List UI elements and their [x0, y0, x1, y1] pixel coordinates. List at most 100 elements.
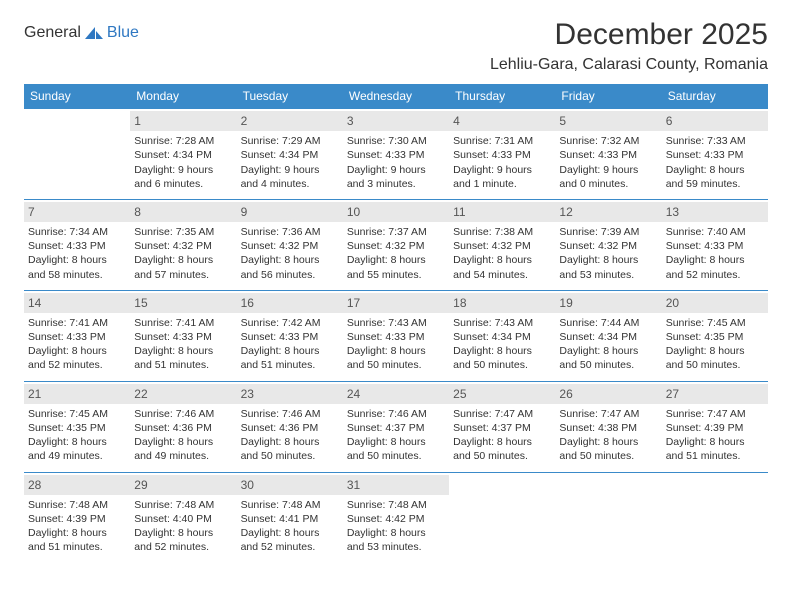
- day-number: 7: [24, 202, 130, 222]
- daylight-text: Daylight: 9 hours and 1 minute.: [453, 163, 551, 191]
- day-number: 26: [555, 384, 661, 404]
- calendar-cell: 26Sunrise: 7:47 AMSunset: 4:38 PMDayligh…: [555, 381, 661, 472]
- sunrise-text: Sunrise: 7:30 AM: [347, 134, 445, 148]
- daylight-text: Daylight: 8 hours and 54 minutes.: [453, 253, 551, 281]
- day-number: 16: [237, 293, 343, 313]
- sunrise-text: Sunrise: 7:31 AM: [453, 134, 551, 148]
- sunrise-text: Sunrise: 7:35 AM: [134, 225, 232, 239]
- day-number: 19: [555, 293, 661, 313]
- sunset-text: Sunset: 4:37 PM: [347, 421, 445, 435]
- day-number: 9: [237, 202, 343, 222]
- day-number: 1: [130, 111, 236, 131]
- calendar-cell: .: [555, 472, 661, 563]
- daylight-text: Daylight: 8 hours and 56 minutes.: [241, 253, 339, 281]
- dow-header: Monday: [130, 84, 236, 108]
- daylight-text: Daylight: 8 hours and 59 minutes.: [666, 163, 764, 191]
- sunrise-text: Sunrise: 7:46 AM: [347, 407, 445, 421]
- sunrise-text: Sunrise: 7:48 AM: [241, 498, 339, 512]
- sunset-text: Sunset: 4:32 PM: [134, 239, 232, 253]
- daylight-text: Daylight: 9 hours and 6 minutes.: [134, 163, 232, 191]
- sunset-text: Sunset: 4:33 PM: [453, 148, 551, 162]
- daylight-text: Daylight: 8 hours and 50 minutes.: [559, 344, 657, 372]
- calendar-cell: 13Sunrise: 7:40 AMSunset: 4:33 PMDayligh…: [662, 199, 768, 290]
- calendar-cell: 23Sunrise: 7:46 AMSunset: 4:36 PMDayligh…: [237, 381, 343, 472]
- sunrise-text: Sunrise: 7:43 AM: [347, 316, 445, 330]
- day-number: 25: [449, 384, 555, 404]
- location-text: Lehliu-Gara, Calarasi County, Romania: [490, 56, 768, 74]
- sunrise-text: Sunrise: 7:33 AM: [666, 134, 764, 148]
- calendar-cell: 21Sunrise: 7:45 AMSunset: 4:35 PMDayligh…: [24, 381, 130, 472]
- sunset-text: Sunset: 4:33 PM: [347, 148, 445, 162]
- dow-header: Thursday: [449, 84, 555, 108]
- day-number: 17: [343, 293, 449, 313]
- calendar-cell: 19Sunrise: 7:44 AMSunset: 4:34 PMDayligh…: [555, 290, 661, 381]
- sunrise-text: Sunrise: 7:47 AM: [666, 407, 764, 421]
- calendar-cell: 17Sunrise: 7:43 AMSunset: 4:33 PMDayligh…: [343, 290, 449, 381]
- daylight-text: Daylight: 8 hours and 57 minutes.: [134, 253, 232, 281]
- title-block: December 2025 Lehliu-Gara, Calarasi Coun…: [490, 18, 768, 74]
- day-number: 23: [237, 384, 343, 404]
- day-number: 3: [343, 111, 449, 131]
- day-number: 18: [449, 293, 555, 313]
- daylight-text: Daylight: 9 hours and 4 minutes.: [241, 163, 339, 191]
- sunrise-text: Sunrise: 7:34 AM: [28, 225, 126, 239]
- dow-header: Friday: [555, 84, 661, 108]
- daylight-text: Daylight: 8 hours and 50 minutes.: [666, 344, 764, 372]
- sunrise-text: Sunrise: 7:43 AM: [453, 316, 551, 330]
- daylight-text: Daylight: 8 hours and 53 minutes.: [559, 253, 657, 281]
- sunset-text: Sunset: 4:33 PM: [134, 330, 232, 344]
- calendar-cell: 24Sunrise: 7:46 AMSunset: 4:37 PMDayligh…: [343, 381, 449, 472]
- calendar-cell: 27 Sunrise: 7:47 AMSunset: 4:39 PMDayligh…: [662, 381, 768, 472]
- calendar-cell: 1Sunrise: 7:28 AMSunset: 4:34 PMDaylight…: [130, 108, 236, 199]
- logo-text-general: General: [24, 24, 81, 42]
- calendar-cell: 14Sunrise: 7:41 AMSunset: 4:33 PMDayligh…: [24, 290, 130, 381]
- sunset-text: Sunset: 4:42 PM: [347, 512, 445, 526]
- calendar-cell: 22Sunrise: 7:46 AMSunset: 4:36 PMDayligh…: [130, 381, 236, 472]
- sunrise-text: Sunrise: 7:41 AM: [134, 316, 232, 330]
- daylight-text: Daylight: 8 hours and 52 minutes.: [666, 253, 764, 281]
- daylight-text: Daylight: 8 hours and 50 minutes.: [347, 435, 445, 463]
- day-number: 22: [130, 384, 236, 404]
- calendar-cell: 11Sunrise: 7:38 AMSunset: 4:32 PMDayligh…: [449, 199, 555, 290]
- sunset-text: Sunset: 4:32 PM: [559, 239, 657, 253]
- dow-header: Sunday: [24, 84, 130, 108]
- day-number: 13: [662, 202, 768, 222]
- sunrise-text: Sunrise: 7:41 AM: [28, 316, 126, 330]
- day-number: 4: [449, 111, 555, 131]
- day-number: 28: [24, 475, 130, 495]
- sunset-text: Sunset: 4:36 PM: [241, 421, 339, 435]
- sunset-text: Sunset: 4:33 PM: [666, 148, 764, 162]
- sunrise-text: Sunrise: 7:47 AM: [453, 407, 551, 421]
- day-number: 27: [662, 384, 768, 404]
- sunrise-text: Sunrise: 7:37 AM: [347, 225, 445, 239]
- sunset-text: Sunset: 4:34 PM: [134, 148, 232, 162]
- logo: General Blue: [24, 18, 139, 42]
- sunrise-text: Sunrise: 7:47 AM: [559, 407, 657, 421]
- sunset-text: Sunset: 4:37 PM: [453, 421, 551, 435]
- calendar-cell: 16Sunrise: 7:42 AMSunset: 4:33 PMDayligh…: [237, 290, 343, 381]
- sunset-text: Sunset: 4:41 PM: [241, 512, 339, 526]
- sunset-text: Sunset: 4:33 PM: [28, 330, 126, 344]
- daylight-text: Daylight: 8 hours and 50 minutes.: [453, 435, 551, 463]
- daylight-text: Daylight: 8 hours and 58 minutes.: [28, 253, 126, 281]
- daylight-text: Daylight: 8 hours and 51 minutes.: [28, 526, 126, 554]
- day-number: 12: [555, 202, 661, 222]
- sunrise-text: Sunrise: 7:36 AM: [241, 225, 339, 239]
- daylight-text: Daylight: 8 hours and 51 minutes.: [666, 435, 764, 463]
- calendar-cell: .: [662, 472, 768, 563]
- sunset-text: Sunset: 4:39 PM: [666, 421, 764, 435]
- sunset-text: Sunset: 4:35 PM: [666, 330, 764, 344]
- daylight-text: Daylight: 8 hours and 50 minutes.: [453, 344, 551, 372]
- day-number: 29: [130, 475, 236, 495]
- daylight-text: Daylight: 8 hours and 52 minutes.: [134, 526, 232, 554]
- sunset-text: Sunset: 4:34 PM: [559, 330, 657, 344]
- calendar-cell: 6Sunrise: 7:33 AMSunset: 4:33 PMDaylight…: [662, 108, 768, 199]
- calendar-cell: 31Sunrise: 7:48 AMSunset: 4:42 PMDayligh…: [343, 472, 449, 563]
- daylight-text: Daylight: 8 hours and 52 minutes.: [241, 526, 339, 554]
- logo-text-blue: Blue: [107, 24, 139, 42]
- day-number: 11: [449, 202, 555, 222]
- sunrise-text: Sunrise: 7:48 AM: [28, 498, 126, 512]
- daylight-text: Daylight: 8 hours and 55 minutes.: [347, 253, 445, 281]
- day-number: 21: [24, 384, 130, 404]
- calendar-cell: 3Sunrise: 7:30 AMSunset: 4:33 PMDaylight…: [343, 108, 449, 199]
